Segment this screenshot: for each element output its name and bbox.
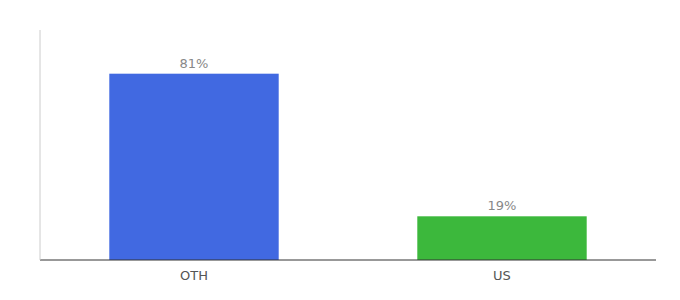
chart-svg: OTH US 81% 19% (0, 0, 680, 300)
x-tick-label: OTH (180, 268, 208, 283)
bar (109, 74, 278, 260)
data-label: 81% (180, 56, 209, 71)
x-tick-label: US (493, 268, 511, 283)
x-axis-line (40, 260, 656, 261)
y-axis-line (40, 30, 41, 260)
data-label: 19% (488, 198, 517, 213)
bar (417, 216, 586, 260)
bars (109, 74, 586, 260)
chart-container: OTH US 81% 19% (0, 0, 680, 300)
